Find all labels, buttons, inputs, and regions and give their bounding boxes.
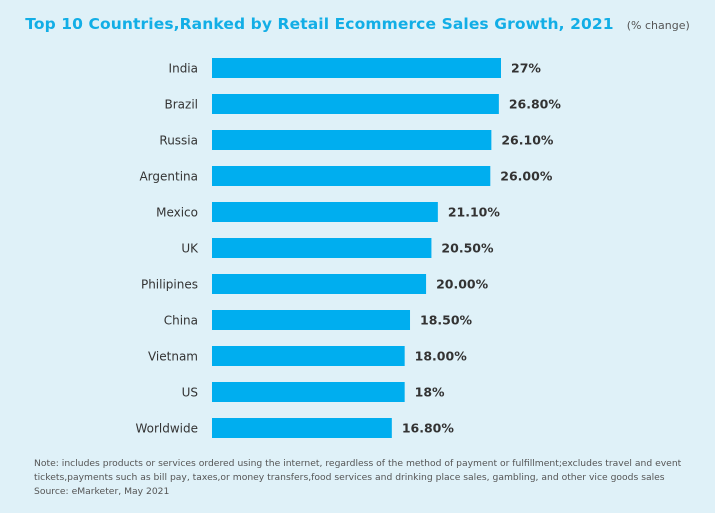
value-label: 26.00% [500,169,553,184]
category-label: Worldwide [135,422,198,436]
category-label: Argentina [139,170,198,184]
note-line-2: tickets,payments such as bill pay, taxes… [34,472,665,483]
value-label: 20.00% [436,277,489,292]
category-label: India [169,62,198,76]
bar-china [212,310,411,330]
chart-footnote: Note: includes products or services orde… [34,457,694,499]
category-label: China [164,314,198,328]
value-label: 26.10% [501,133,554,148]
value-label: 21.10% [448,205,501,220]
value-label: 26.80% [509,97,562,112]
category-label: UK [181,242,199,256]
value-label: 20.50% [441,241,494,256]
category-label: Russia [159,134,198,148]
bar-worldwide [212,418,392,438]
bar-india [212,58,501,78]
note-line-1: Note: includes products or services orde… [34,458,682,469]
value-label: 27% [511,61,541,76]
category-label: Brazil [165,98,199,112]
bar-argentina [212,166,491,186]
chart-header: Top 10 Countries,Ranked by Retail Ecomme… [0,14,715,33]
bar-vietnam [212,346,405,366]
bar-chart: India 27% Brazil 26.80% Russia 26.10% Argentin… [135,58,562,438]
bar-us [212,382,405,402]
source-line: Source: eMarketer, May 2021 [34,486,170,497]
bar-philipines [212,274,427,294]
value-label: 18.00% [415,349,468,364]
bar-brazil [212,94,499,114]
bar-russia [212,130,492,150]
bar-uk [212,238,432,258]
chart-subtitle: (% change) [626,19,690,32]
bar-mexico [212,202,438,222]
value-label: 18% [415,385,445,400]
category-label: US [182,386,198,400]
value-label: 18.50% [420,313,473,328]
category-label: Mexico [156,206,198,220]
chart-title: Top 10 Countries,Ranked by Retail Ecomme… [25,15,614,33]
category-label: Vietnam [148,350,198,364]
category-label: Philipines [141,278,198,292]
value-label: 16.80% [402,421,455,436]
